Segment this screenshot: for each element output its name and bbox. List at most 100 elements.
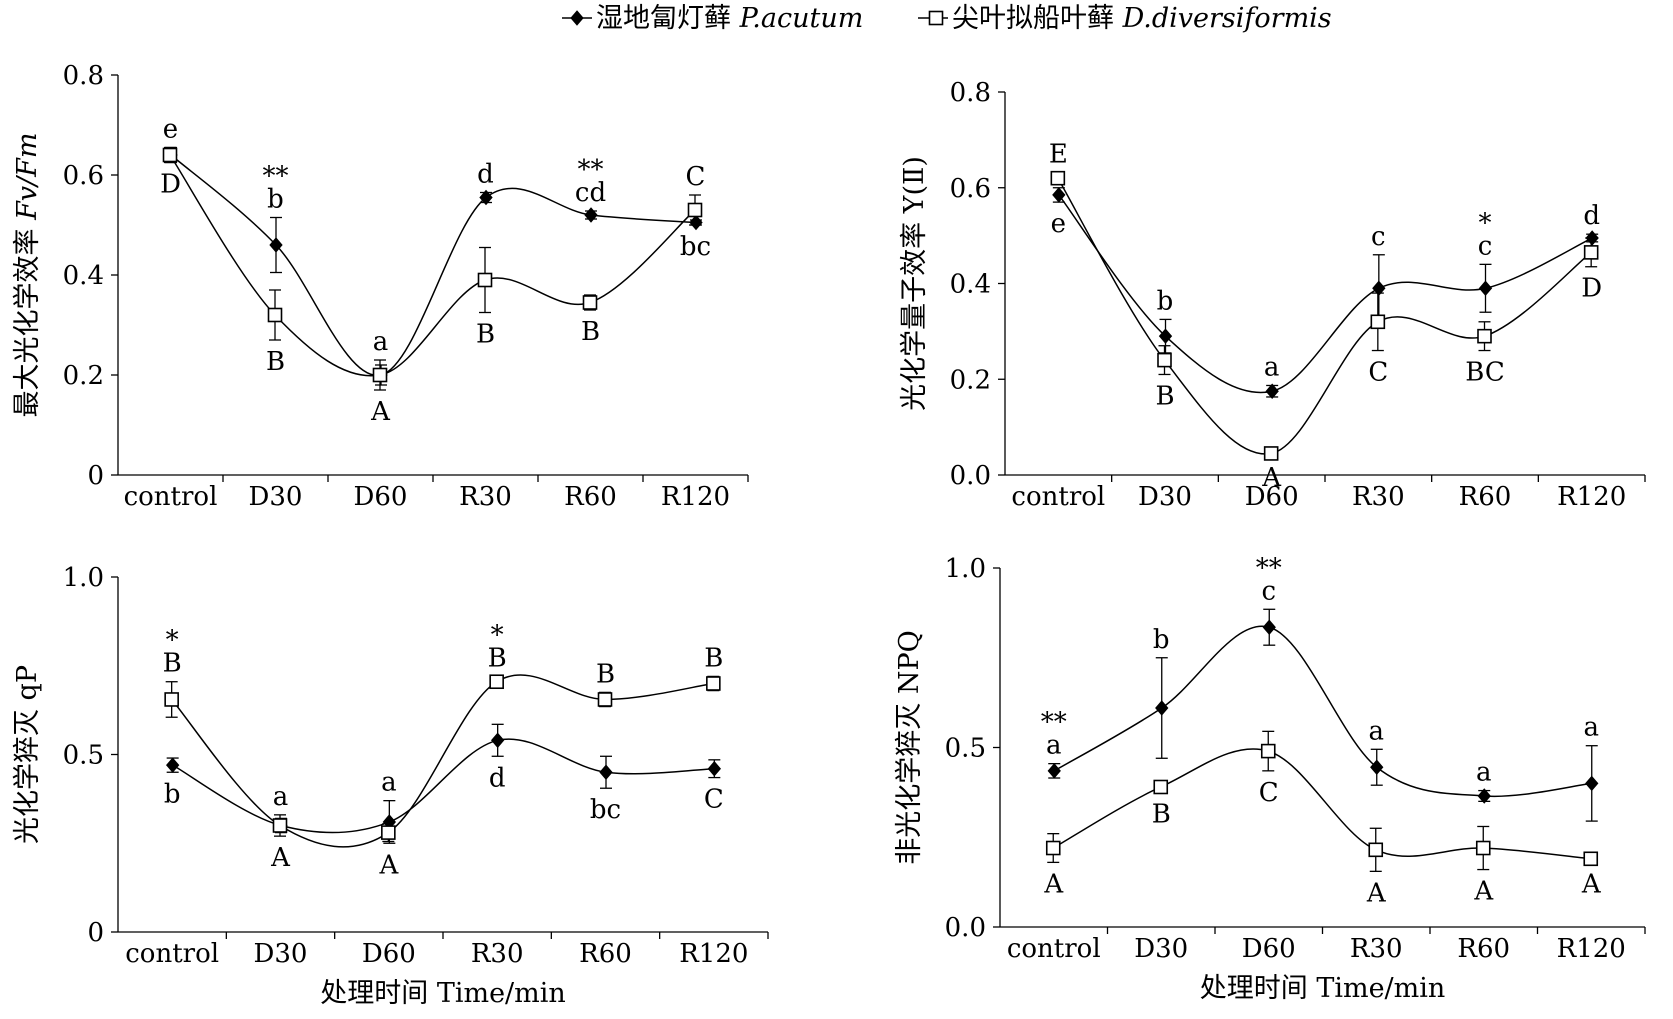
y-tick-label: 0.8: [950, 78, 991, 108]
legend-item-2: 尖叶拟船叶藓 D.diversiformis: [918, 3, 1332, 34]
data-point: [164, 692, 179, 707]
y-tick-label: 0.4: [950, 270, 991, 300]
x-tick-label: R30: [1350, 934, 1403, 964]
significance-letter: a: [1583, 713, 1599, 743]
x-tick-label: R120: [661, 482, 730, 512]
legend-label: 尖叶拟船叶藓 D.diversiformis: [952, 3, 1332, 34]
series-p-acutum: [164, 146, 703, 386]
significance-letter: A: [1043, 869, 1064, 899]
y-tick-label: 0.6: [950, 174, 991, 204]
significance-letter: B: [476, 320, 495, 350]
significance-letter: D: [1581, 274, 1602, 304]
data-point: [1045, 840, 1061, 856]
series-p-acutum: [1052, 187, 1599, 399]
significance-letter: BC: [1465, 358, 1504, 388]
significance-letter: a: [1264, 352, 1280, 382]
significance-letter: B: [581, 317, 600, 347]
data-point: [1583, 245, 1599, 260]
significance-letter: A: [1261, 463, 1282, 493]
y-tick-label: 0.6: [63, 161, 104, 191]
significance-letter: A: [1581, 869, 1602, 899]
data-point: [477, 272, 493, 288]
significance-letter: bc: [680, 232, 711, 262]
series-line: [1053, 625, 1592, 798]
x-tick-label: R120: [1557, 482, 1626, 512]
significance-letter: d: [1583, 201, 1600, 231]
series-line: [1057, 177, 1592, 455]
x-tick-label: D60: [1245, 482, 1299, 512]
chart-panel-2: 0.0 0.2 0.4 0.6 0.8 control D30 D60 R30 R60 R120 光化…: [899, 78, 1646, 512]
significance-letter: A: [378, 850, 399, 880]
significance-letter: A: [270, 843, 291, 873]
data-point: [599, 764, 613, 781]
significance-letter: cd: [575, 178, 606, 208]
significance-letter: E: [1049, 139, 1068, 169]
data-point: [1153, 779, 1169, 795]
data-point: [1585, 775, 1599, 792]
x-tick-label: R60: [1457, 934, 1510, 964]
chart-panel-3: 0 0.5 1.0 control D30 D60 R30 R60 R120 光化学猝灭 qP 处理…: [12, 563, 769, 1009]
y-axis-label: 光化学猝灭 qP: [12, 665, 43, 844]
significance-letter: a: [1046, 731, 1062, 761]
y-tick-label: 0: [87, 461, 104, 491]
data-point: [1265, 383, 1279, 399]
series-p-acutum: [166, 723, 721, 844]
x-tick-label: D30: [249, 482, 303, 512]
y-tick-label: 1.0: [945, 554, 986, 584]
y-tick-label: 1.0: [63, 563, 104, 593]
significance-letter: A: [1366, 878, 1387, 908]
significance-mark: *: [166, 626, 179, 656]
y-axis-label: 最大光化学效率 Fv/Fm: [12, 132, 43, 417]
data-point: [1052, 187, 1066, 203]
significance-letter: c: [1478, 231, 1493, 261]
data-point: [1157, 352, 1172, 368]
data-point: [1478, 280, 1493, 297]
data-point: [269, 237, 283, 253]
data-point: [267, 307, 283, 323]
x-tick-label: R120: [1557, 934, 1626, 964]
x-tick-label: D30: [1138, 482, 1192, 512]
y-axis-label: 非光化学猝灭 NPQ: [894, 630, 925, 865]
data-point: [272, 818, 288, 833]
significance-letter: D: [160, 170, 181, 200]
data-point: [1263, 446, 1279, 461]
data-point: [372, 367, 388, 383]
x-tick-label: control: [1007, 934, 1101, 964]
significance-letter: e: [163, 115, 178, 145]
significance-letter: B: [704, 643, 723, 673]
x-tick-label: D60: [354, 482, 408, 512]
legend-item-1: 湿地匐灯藓 P.acutum: [562, 3, 863, 34]
data-point: [597, 692, 613, 707]
y-tick-label: 0.2: [950, 365, 991, 395]
significance-letter: c: [1371, 222, 1386, 252]
x-tick-label: D30: [1134, 934, 1188, 964]
legend-marker-square: [928, 10, 944, 26]
data-point: [1155, 700, 1169, 716]
chart-panel-4: 0.0 0.5 1.0 control D30 D60 R30 R60 R120 非光化学猝灭 N…: [894, 553, 1646, 1004]
legend: 湿地匐灯藓 P.acutum 尖叶拟船叶藓 D.diversiformis: [562, 3, 1332, 34]
x-tick-label: R60: [564, 482, 617, 512]
x-tick-label: control: [1011, 482, 1105, 512]
data-point: [1260, 743, 1276, 759]
significance-letter: c: [1261, 576, 1276, 606]
significance-letter: C: [686, 162, 706, 192]
data-point: [1368, 842, 1384, 858]
significance-letter: B: [1152, 799, 1171, 829]
data-point: [1158, 328, 1173, 344]
data-point: [1370, 759, 1384, 776]
data-point: [1370, 314, 1386, 330]
x-tick-label: D60: [1242, 934, 1296, 964]
series-d-diversiformis: [162, 146, 703, 391]
y-tick-label: 0.4: [63, 261, 104, 291]
y-tick-label: 0.5: [945, 734, 986, 764]
series-d-diversiformis: [1045, 730, 1599, 873]
significance-letter: B: [488, 643, 507, 673]
series-line: [171, 674, 714, 848]
legend-label: 湿地匐灯藓 P.acutum: [596, 3, 863, 34]
data-point: [162, 147, 178, 163]
significance-letter: B: [1155, 381, 1174, 411]
significance-letter: B: [266, 347, 285, 377]
chart-panel-1: 0 0.2 0.4 0.6 0.8 control D30 D60 R30 R60 R120 最大光化…: [12, 61, 749, 512]
y-tick-label: 0: [87, 918, 104, 948]
